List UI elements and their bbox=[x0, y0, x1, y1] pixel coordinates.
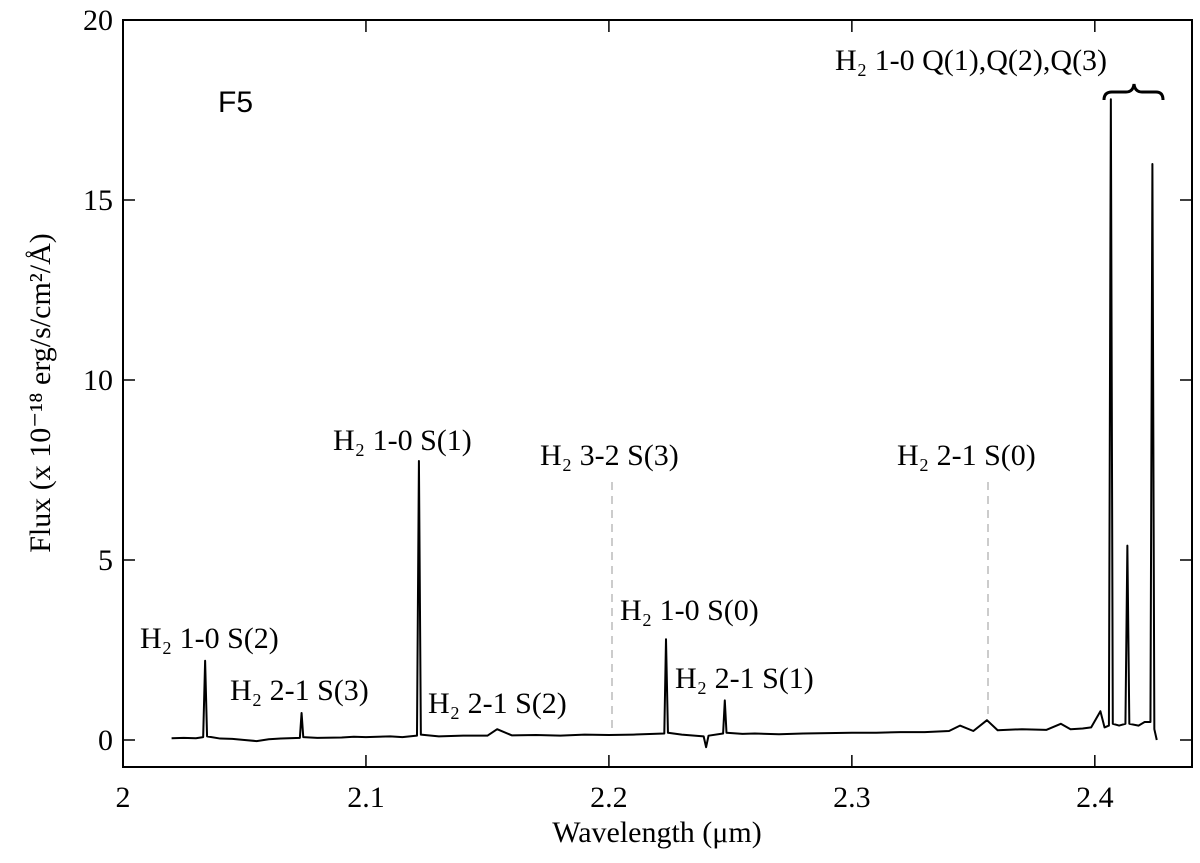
line-annotation: H₂ 1-0 Q(1),Q(2),Q(3) bbox=[835, 44, 1107, 77]
y-axis-label: Flux (x 10⁻¹⁸ erg/s/cm²/Å) bbox=[24, 233, 57, 553]
y-tick-label: 20 bbox=[83, 4, 113, 37]
brace bbox=[1102, 83, 1165, 101]
line-annotation: H₂ 2-1 S(3) bbox=[230, 674, 369, 707]
line-annotation: H₂ 2-1 S(2) bbox=[428, 687, 567, 720]
x-axis-label: Wavelength (μm) bbox=[552, 816, 761, 849]
x-tick-label: 2.2 bbox=[590, 781, 628, 814]
line-annotation: H₂ 2-1 S(0) bbox=[897, 439, 1036, 472]
x-tick-label: 2.3 bbox=[833, 781, 871, 814]
x-tick-label: 2.1 bbox=[347, 781, 385, 814]
line-annotation: H₂ 1-0 S(1) bbox=[333, 424, 472, 457]
panel-label: F5 bbox=[218, 86, 253, 119]
plot-frame bbox=[122, 19, 1193, 768]
line-annotation: H₂ 2-1 S(1) bbox=[675, 662, 814, 695]
x-tick-label: 2.4 bbox=[1076, 781, 1114, 814]
y-tick-label: 5 bbox=[98, 544, 113, 577]
x-tick-label: 2 bbox=[116, 781, 131, 814]
line-annotation: H₂ 3-2 S(3) bbox=[540, 439, 679, 472]
y-tick-label: 10 bbox=[83, 364, 113, 397]
y-tick-label: 0 bbox=[98, 724, 113, 757]
spectrum-line bbox=[171, 98, 1158, 749]
y-tick-label: 15 bbox=[83, 184, 113, 217]
line-annotation: H₂ 1-0 S(2) bbox=[140, 622, 279, 655]
line-annotation: H₂ 1-0 S(0) bbox=[620, 594, 759, 627]
